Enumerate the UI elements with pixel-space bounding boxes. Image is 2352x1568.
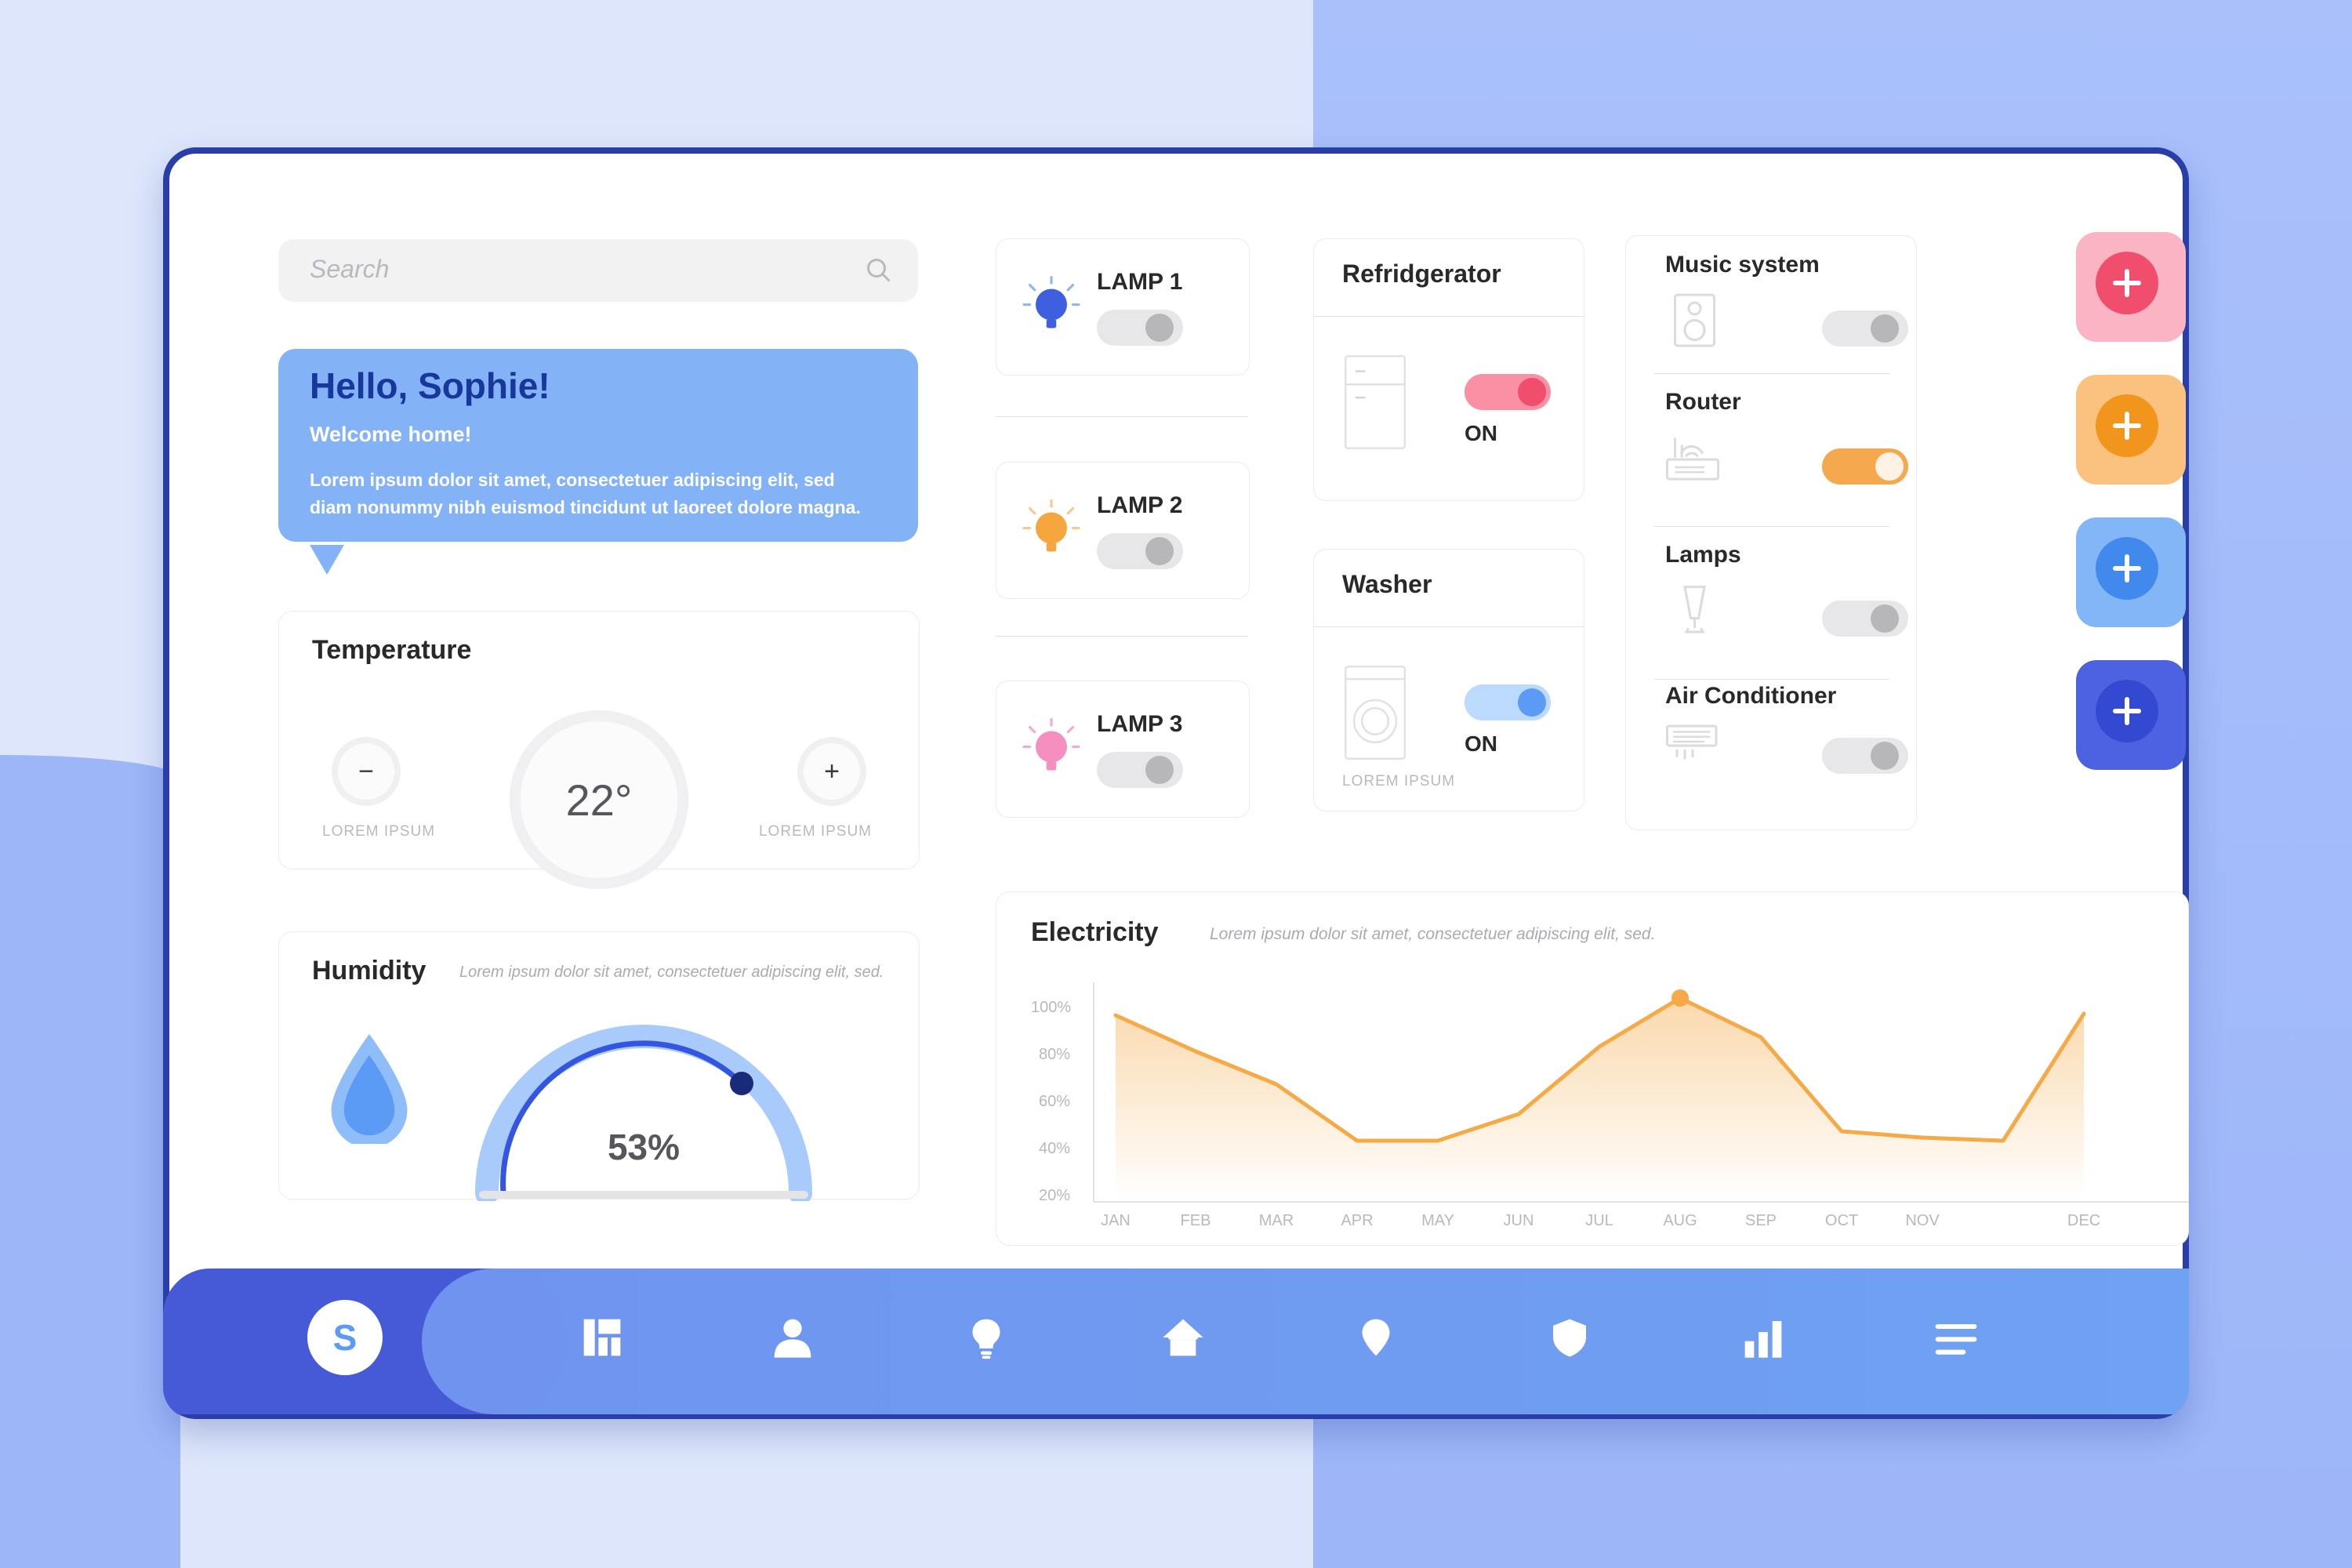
svg-text:OCT: OCT [1825, 1212, 1858, 1225]
svg-text:MAY: MAY [1421, 1212, 1454, 1225]
svg-text:80%: 80% [1039, 1046, 1070, 1063]
svg-text:FEB: FEB [1181, 1212, 1211, 1225]
svg-text:JUL: JUL [1585, 1212, 1613, 1225]
svg-text:DEC: DEC [2067, 1212, 2100, 1225]
svg-text:100%: 100% [1031, 999, 1071, 1016]
svg-text:60%: 60% [1039, 1093, 1070, 1110]
svg-text:APR: APR [1341, 1212, 1373, 1225]
svg-text:40%: 40% [1039, 1140, 1070, 1157]
svg-text:20%: 20% [1039, 1187, 1070, 1204]
svg-text:MAR: MAR [1259, 1212, 1294, 1225]
svg-text:SEP: SEP [1745, 1212, 1777, 1225]
svg-text:JAN: JAN [1101, 1212, 1131, 1225]
svg-text:NOV: NOV [1905, 1212, 1940, 1225]
svg-text:JUN: JUN [1504, 1212, 1534, 1225]
svg-text:AUG: AUG [1663, 1212, 1697, 1225]
